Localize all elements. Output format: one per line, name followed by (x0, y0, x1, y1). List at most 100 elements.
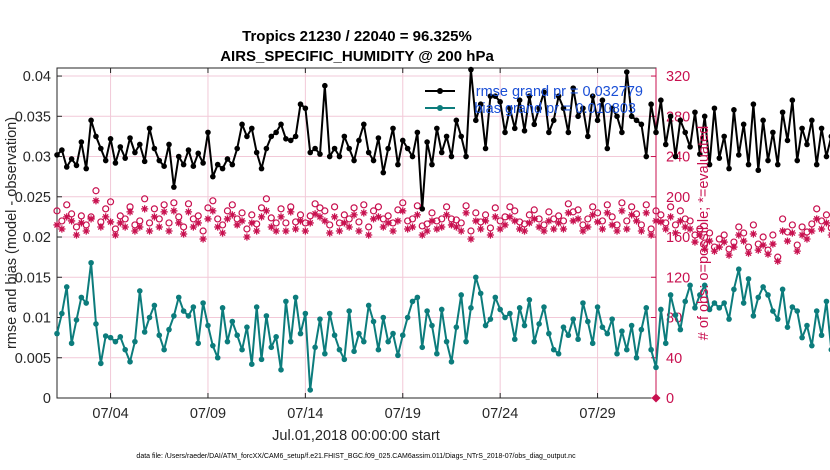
rmse-point (497, 99, 503, 105)
bias-point (390, 330, 396, 337)
possible-point (58, 217, 66, 225)
bias-point (224, 338, 231, 345)
evaluated-point (194, 219, 202, 227)
bias-point (73, 317, 80, 323)
x-tick-label: 07/24 (482, 406, 518, 422)
rmse-point (346, 145, 352, 152)
bias-point (102, 333, 109, 339)
bias-point (701, 282, 708, 289)
chart-title-line-2: AIRS_SPECIFIC_HUMIDITY @ 200 hPa (220, 48, 494, 65)
bias-point (555, 350, 562, 357)
evaluated-point (228, 211, 236, 219)
evaluated-point (520, 227, 529, 235)
rmse-point (248, 125, 255, 132)
evaluated-point (111, 231, 120, 239)
rmse-point (438, 149, 445, 156)
bias-point (341, 356, 348, 363)
y-right-tick-label: 240 (666, 150, 690, 166)
possible-point (628, 203, 636, 211)
possible-point (311, 200, 319, 208)
possible-point (72, 223, 81, 231)
bias-point (54, 330, 60, 337)
rmse-point (516, 97, 523, 103)
rmse-point (98, 145, 104, 152)
evaluated-point (296, 217, 305, 225)
possible-point (667, 203, 675, 211)
bias-point (356, 330, 362, 337)
possible-point (77, 212, 85, 220)
possible-point (530, 206, 538, 214)
rmse-point (755, 167, 762, 174)
possible-point (272, 219, 280, 227)
rmse-point (404, 145, 411, 152)
rmse-point (331, 145, 338, 152)
evaluated-point (754, 246, 762, 254)
x-axis-label: Jul.01,2018 00:00:00 start (272, 428, 440, 444)
bias-point (331, 332, 338, 339)
rmse-point (589, 93, 596, 99)
series-evaluated (53, 197, 830, 265)
rmse-point (682, 129, 689, 136)
bias-point (623, 346, 630, 353)
evaluated-point (223, 215, 232, 223)
possible-point (759, 233, 767, 241)
evaluated-point (184, 208, 193, 216)
bias-point (765, 292, 771, 298)
rmse-point (687, 144, 693, 150)
rmse-point (317, 151, 323, 157)
rmse-point (356, 137, 362, 144)
bias-point (448, 358, 455, 365)
evaluated-point (63, 213, 71, 221)
possible-point (262, 195, 271, 203)
bias-point (302, 310, 309, 317)
evaluated-point (116, 219, 124, 227)
evaluated-point (141, 205, 149, 213)
bias-point (385, 338, 391, 345)
y-left-tick-label: 0.01 (23, 311, 51, 327)
bias-point (682, 298, 689, 305)
evaluated-point (350, 211, 358, 219)
bias-point (287, 338, 294, 345)
evaluated-point (53, 221, 61, 229)
x-tick-label: 07/19 (385, 406, 421, 422)
bias-point (482, 322, 489, 329)
evaluated-point (618, 207, 626, 215)
bias-point (117, 334, 124, 340)
rmse-point (166, 141, 172, 148)
possible-point (145, 219, 154, 227)
rmse-point (385, 145, 391, 152)
bias-point (502, 314, 508, 321)
evaluated-point (662, 225, 670, 233)
rmse-point (83, 165, 90, 172)
evaluated-point (145, 227, 154, 235)
rmse-point (711, 105, 718, 112)
legend-bias-marker (437, 105, 443, 111)
evaluated-point (574, 215, 582, 223)
evaluated-point (642, 209, 650, 217)
bias-point (667, 292, 674, 298)
bias-point (434, 350, 440, 357)
evaluated-point (423, 227, 431, 235)
evaluated-point (248, 219, 256, 227)
evaluated-point (564, 209, 572, 217)
rmse-point (73, 162, 80, 169)
evaluated-point (632, 217, 641, 225)
possible-point (204, 204, 212, 212)
bias-point (210, 342, 216, 349)
evaluated-point (701, 245, 709, 253)
evaluated-point (355, 227, 363, 235)
evaluated-point (82, 227, 90, 235)
evaluated-point (496, 225, 504, 233)
evaluated-point (72, 231, 81, 239)
bias-point (609, 316, 615, 322)
rmse-point (531, 121, 538, 128)
rmse-point (643, 153, 650, 160)
rmse-point (789, 97, 796, 103)
evaluated-point (301, 227, 309, 235)
rmse-point (560, 105, 567, 112)
bias-point (745, 276, 752, 282)
possible-point (209, 197, 217, 205)
possible-point (472, 209, 480, 217)
rmse-point (473, 117, 479, 124)
evaluated-point (506, 213, 514, 221)
